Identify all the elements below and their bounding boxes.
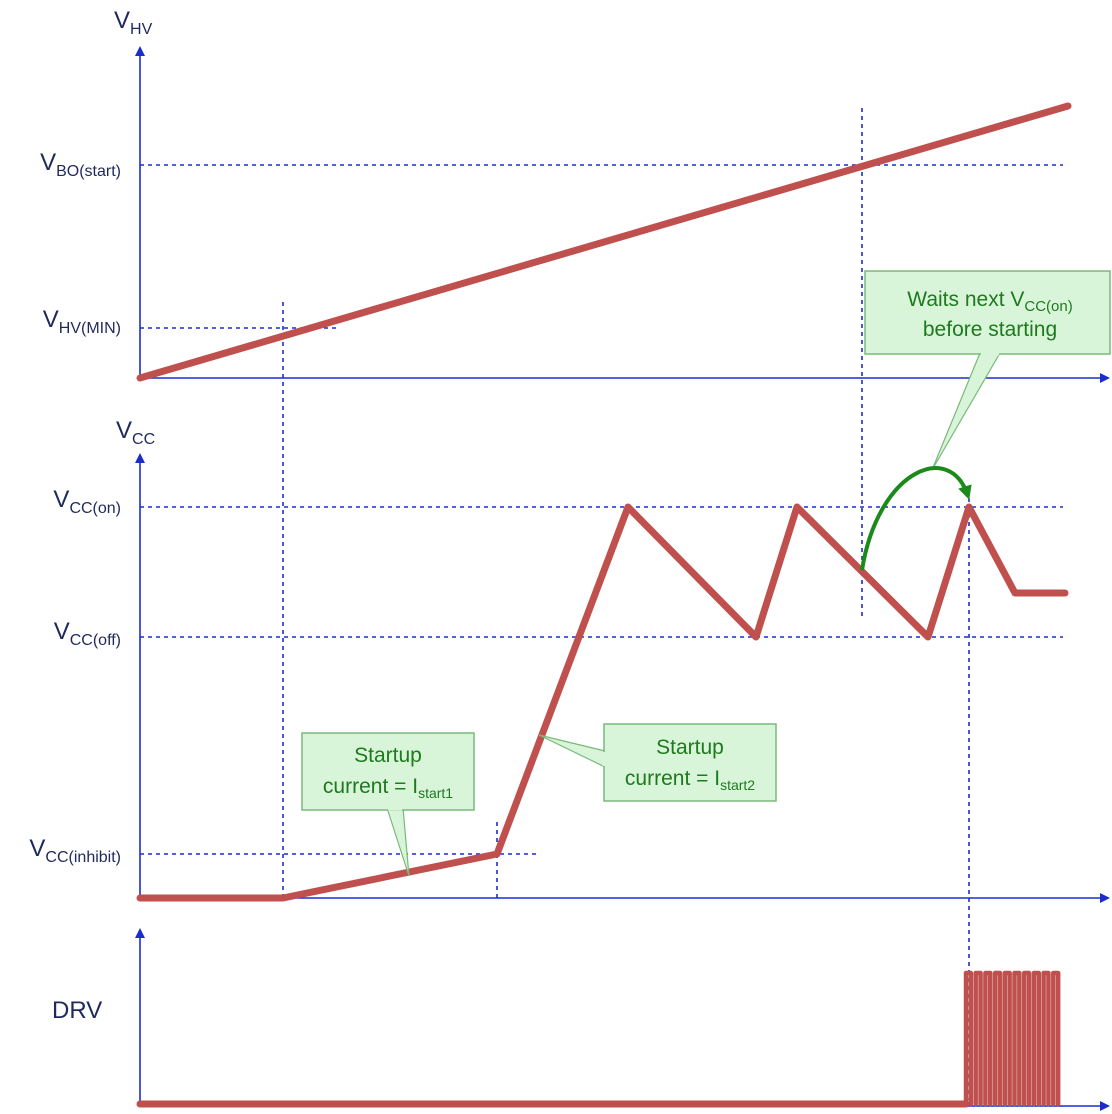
traces — [136, 102, 1072, 1108]
level-vbo-start: VBO(start) — [40, 149, 121, 180]
callout-startup2-line2: current = Istart2 — [625, 767, 755, 793]
wait-arrow — [860, 466, 972, 571]
level-vcc-on: VCC(on) — [53, 486, 121, 517]
callout-startup2: Startup current = Istart2 — [538, 723, 777, 802]
drv-pulse — [992, 970, 1003, 1107]
drv-pulse — [1002, 970, 1012, 1107]
axes — [135, 46, 1110, 1111]
drv-pulses — [963, 970, 1061, 1107]
callout-waits-line2: before starting — [923, 318, 1057, 341]
guide-lines — [140, 108, 1063, 1100]
vcc-axis-label: VCC — [116, 417, 155, 448]
callout-waits: Waits next VCC(on) before starting — [864, 270, 1111, 471]
callout-waits-box — [864, 270, 1111, 355]
vhv-axis-label: VHV — [114, 7, 153, 38]
drv-pulse — [1012, 970, 1022, 1107]
vcc-trace — [136, 503, 1069, 902]
drv-pulse — [1031, 970, 1041, 1107]
callout-startup1-line1: Startup — [354, 744, 422, 767]
callout-waits-pointer — [931, 352, 1002, 471]
drv-pulse — [983, 970, 993, 1107]
drv-pulse — [973, 970, 983, 1107]
drv-axis-label: DRV — [52, 997, 102, 1024]
vhv-trace — [136, 102, 1072, 382]
callout-startup2-pointer — [538, 734, 606, 768]
level-vcc-off: VCC(off) — [54, 618, 121, 649]
callout-startup1-pointer — [386, 807, 410, 877]
level-vcc-inhibit: VCC(inhibit) — [29, 835, 121, 866]
drv-pulse — [963, 970, 974, 1107]
callout-startup1: Startup current = Istart1 — [301, 732, 475, 877]
callout-startup2-box — [603, 723, 777, 802]
level-vhv-min: VHV(MIN) — [43, 306, 121, 337]
drv-pulse — [1021, 970, 1032, 1107]
callout-startup1-line2: current = Istart1 — [323, 775, 453, 801]
drv-pulse — [1041, 970, 1051, 1107]
callout-startup2-line1: Startup — [656, 736, 724, 759]
callout-waits-line1: Waits next VCC(on) — [907, 288, 1072, 315]
drv-pulse — [1051, 970, 1061, 1107]
callout-startup1-box — [301, 732, 475, 811]
